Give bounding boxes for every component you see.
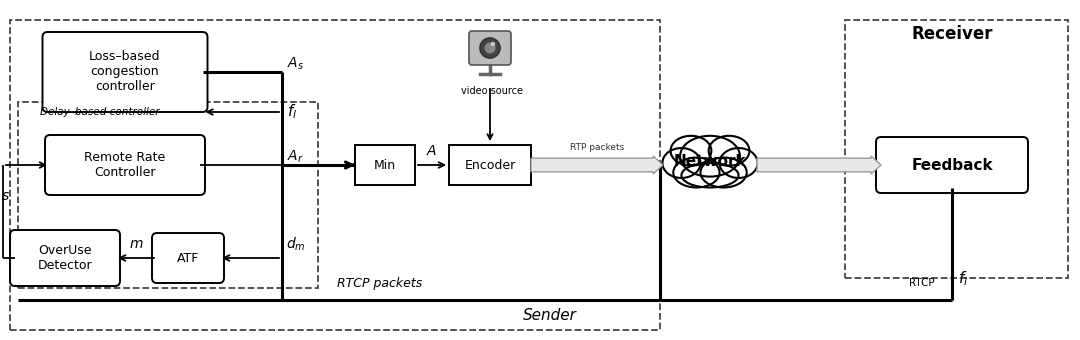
Text: $f_l$: $f_l$ (287, 103, 297, 121)
Text: ATF: ATF (177, 252, 199, 265)
FancyBboxPatch shape (42, 32, 207, 112)
Ellipse shape (701, 157, 746, 187)
Ellipse shape (673, 157, 719, 187)
Text: $m$: $m$ (129, 237, 144, 251)
Text: Feedback: Feedback (912, 157, 993, 172)
Polygon shape (531, 156, 663, 174)
Text: $A$: $A$ (427, 144, 437, 158)
Text: $s$: $s$ (0, 189, 10, 203)
Circle shape (480, 38, 500, 58)
Text: OverUse
Detector: OverUse Detector (38, 244, 92, 272)
FancyBboxPatch shape (152, 233, 224, 283)
Circle shape (490, 42, 496, 46)
Bar (18, 102, 318, 288)
Text: Loss–based
congestion
controller: Loss–based congestion controller (90, 51, 161, 94)
Text: RTCP: RTCP (909, 278, 935, 288)
Ellipse shape (708, 136, 750, 166)
FancyBboxPatch shape (45, 135, 205, 195)
Text: $f_l$: $f_l$ (958, 269, 969, 288)
Ellipse shape (681, 163, 739, 187)
Ellipse shape (662, 148, 701, 178)
FancyBboxPatch shape (10, 230, 120, 286)
Text: Sender: Sender (523, 308, 577, 323)
Text: $A_s$: $A_s$ (287, 56, 305, 72)
Polygon shape (757, 156, 881, 174)
Text: Delay–based controller: Delay–based controller (40, 107, 160, 117)
Text: Encoder: Encoder (464, 158, 515, 171)
Circle shape (485, 42, 496, 53)
Text: RTP packets: RTP packets (570, 143, 624, 152)
Text: $d_m$: $d_m$ (286, 235, 306, 253)
Text: Min: Min (374, 158, 396, 171)
Bar (449, 145, 531, 185)
Text: Remote Rate
Controller: Remote Rate Controller (84, 151, 165, 179)
Text: RTCP packets: RTCP packets (337, 277, 422, 290)
Text: video source: video source (461, 86, 523, 96)
Ellipse shape (671, 136, 712, 166)
Bar (355, 145, 415, 185)
FancyBboxPatch shape (876, 137, 1028, 193)
Text: $A_r$: $A_r$ (287, 149, 303, 165)
Text: Network: Network (674, 153, 746, 169)
Bar (10, 20, 660, 330)
Bar (845, 20, 1068, 278)
FancyBboxPatch shape (469, 31, 511, 65)
Text: Receiver: Receiver (912, 25, 993, 43)
Ellipse shape (719, 148, 757, 178)
Ellipse shape (680, 136, 740, 176)
